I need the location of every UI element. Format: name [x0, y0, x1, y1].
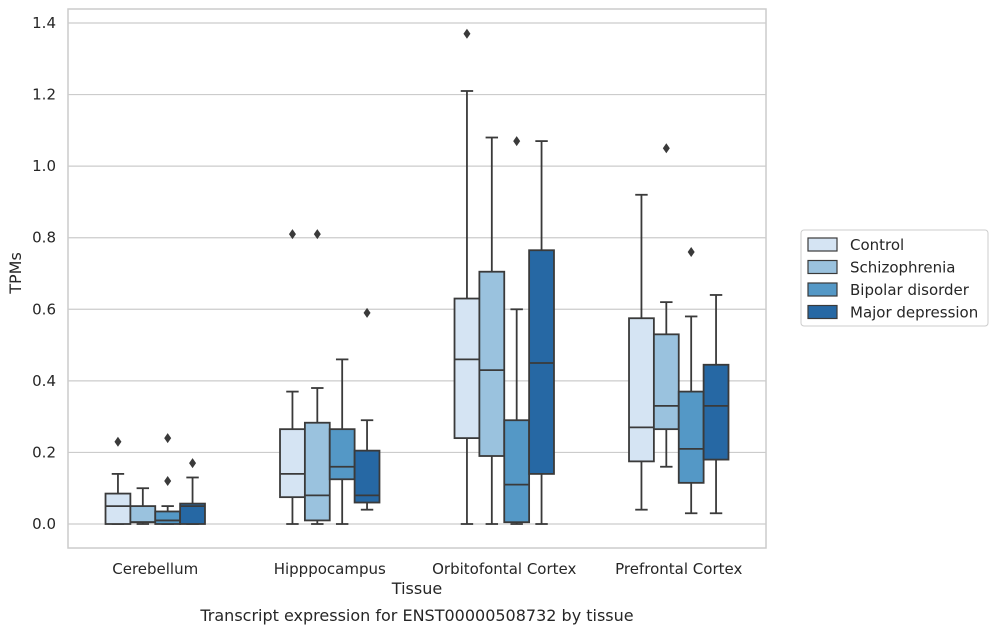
outlier-point — [463, 28, 471, 39]
box-group — [628, 193, 655, 511]
box-group — [528, 140, 555, 525]
legend-label: Schizophrenia — [850, 259, 955, 277]
box-body — [303, 421, 331, 522]
box-body — [328, 428, 356, 481]
box-body — [652, 333, 680, 431]
box-body — [154, 510, 182, 525]
outlier-point — [513, 136, 521, 147]
box-group — [328, 358, 356, 525]
outlier-point — [189, 458, 197, 469]
outlier-point — [687, 247, 695, 258]
box-group — [104, 436, 132, 525]
x-tick-labels: Cerebellum Hipppocampus Orbitofontal Corte… — [112, 560, 742, 578]
box-body — [478, 270, 506, 457]
y-axis-label: TPMs — [6, 252, 25, 295]
x-tick-label: Hipppocampus — [274, 560, 386, 578]
y-tick-label: 0.4 — [32, 372, 56, 390]
box-body — [453, 297, 481, 440]
y-tick-label: 1.2 — [32, 86, 56, 104]
box-group — [478, 136, 506, 525]
box-body — [179, 502, 206, 525]
box-body — [628, 317, 655, 463]
box-group — [652, 143, 680, 468]
box-group — [353, 307, 381, 511]
y-tick-label: 0.6 — [32, 300, 56, 318]
y-tick-label: 1.0 — [32, 157, 56, 175]
outlier-point — [114, 436, 122, 447]
box-body — [503, 419, 531, 524]
outlier-point — [164, 433, 172, 444]
boxes — [104, 28, 730, 525]
y-tick-label: 0.0 — [32, 515, 56, 533]
box-group — [279, 229, 306, 525]
box-body — [353, 449, 381, 504]
box-body — [702, 363, 730, 461]
box-body — [129, 505, 157, 524]
y-tick-label: 0.8 — [32, 229, 56, 247]
box-group — [677, 247, 705, 515]
box-group — [303, 229, 331, 525]
x-tick-label: Orbitofontal Cortex — [432, 560, 576, 578]
x-axis-label: Tissue — [391, 579, 442, 598]
box-body — [104, 492, 132, 525]
outlier-point — [662, 143, 670, 154]
legend-swatch — [807, 304, 838, 320]
legend-label: Bipolar disorder — [850, 281, 970, 299]
legend-swatch — [807, 259, 838, 275]
x-tick-label: Prefrontal Cortex — [615, 560, 742, 578]
box-group — [179, 458, 206, 525]
legend-swatch — [807, 237, 838, 252]
legend-label: Control — [850, 236, 904, 254]
outlier-point — [363, 307, 371, 318]
legend-label: Major depression — [850, 304, 978, 322]
box-group — [453, 28, 481, 525]
chart-caption: Transcript expression for ENST0000050873… — [199, 606, 633, 625]
y-tick-label: 0.2 — [32, 443, 56, 461]
box-body — [677, 390, 705, 484]
outlier-point — [313, 229, 321, 240]
outlier-point — [288, 229, 296, 240]
box-group — [154, 433, 182, 525]
legend-frame — [800, 229, 989, 327]
y-tick-label: 1.4 — [32, 14, 56, 32]
box-body — [279, 428, 306, 499]
x-tick-label: Cerebellum — [112, 560, 198, 578]
legend: Control Schizophrenia Bipolar disorder Majo… — [800, 229, 989, 327]
box-group — [129, 487, 157, 525]
outlier-point — [164, 476, 172, 487]
y-tick-labels: 0.0 0.2 0.4 0.6 0.8 1.0 1.2 1.4 — [32, 14, 56, 533]
legend-swatch — [807, 282, 838, 297]
box-group — [702, 294, 730, 515]
